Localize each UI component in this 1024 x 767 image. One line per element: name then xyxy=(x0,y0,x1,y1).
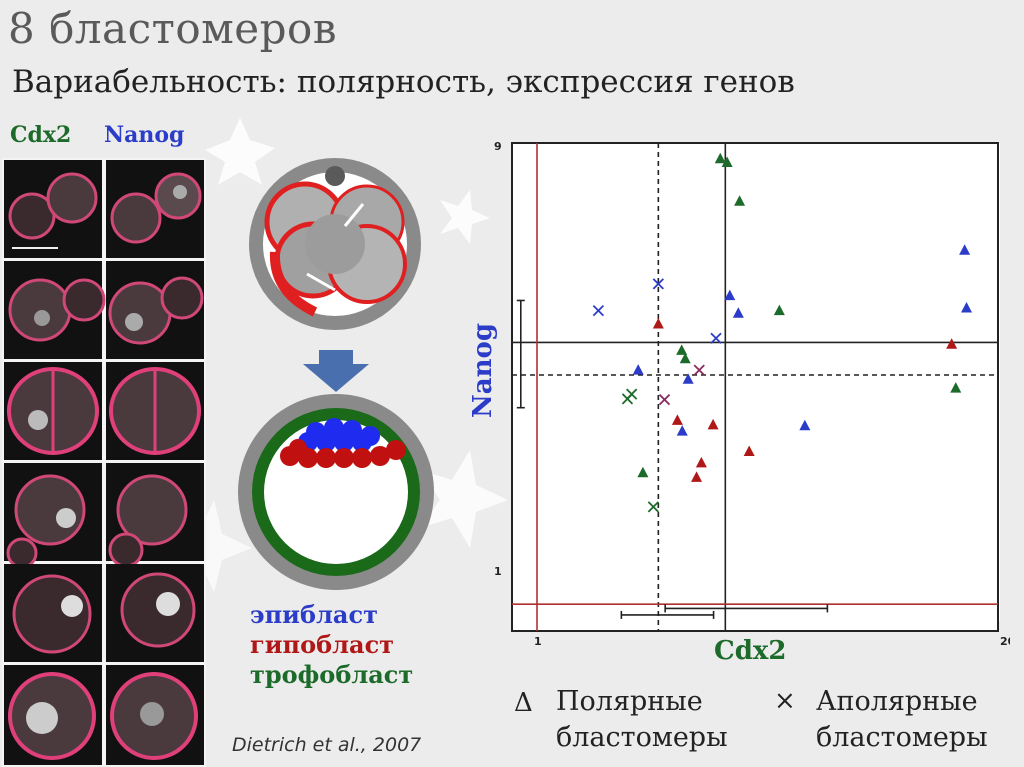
blastocyst-diagram xyxy=(238,394,434,590)
slide-title: 8 бластомеров xyxy=(8,4,337,53)
eight-cell-embryo-diagram xyxy=(249,158,421,330)
y-tick-label-9: 9 xyxy=(494,140,502,153)
triangle-point-2-3 xyxy=(734,195,746,206)
micro-row-2 xyxy=(4,261,204,359)
x-point-4-3 xyxy=(710,332,722,344)
polar-label: Полярные бластомеры xyxy=(556,684,728,756)
triangle-point-2-7 xyxy=(950,382,962,393)
polar-label-line2: бластомеры xyxy=(556,722,728,753)
triangle-point-2-2 xyxy=(721,156,733,168)
triangle-point-2-1 xyxy=(714,152,726,164)
micro-row-4 xyxy=(4,463,204,569)
legend-trophoblast: трофобласт xyxy=(250,660,414,689)
citation: Dietrich et al., 2007 xyxy=(232,734,422,756)
triangle-point-3-6 xyxy=(691,471,703,482)
y-axis-label: Nanog xyxy=(468,322,498,418)
nanog-stain-label: Nanog xyxy=(104,122,185,148)
triangle-point-1-3 xyxy=(676,425,688,436)
range-bar-2 xyxy=(664,604,829,613)
apolar-label-line1: Аполярные xyxy=(816,686,978,717)
legend-hypoblast: гипобласт xyxy=(250,630,395,659)
micro-row-5 xyxy=(4,564,204,662)
triangle-point-2-4 xyxy=(773,304,785,316)
slide-subtitle: Вариабельность: полярность, экспрессия г… xyxy=(12,64,795,100)
triangle-point-2-5 xyxy=(676,344,688,355)
x-tick-label-1: 1 xyxy=(534,635,542,648)
polar-label-line1: Полярные xyxy=(556,686,703,717)
apolar-symbol: × xyxy=(774,686,796,716)
range-bar-3 xyxy=(516,299,525,409)
x-point-5-2 xyxy=(626,388,638,400)
microscopy-image-grid xyxy=(2,158,206,767)
triangle-point-3-4 xyxy=(743,445,755,456)
cdx2-stain-label: Cdx2 xyxy=(10,122,72,148)
range-bar-1 xyxy=(620,610,715,619)
triangle-point-1-7 xyxy=(959,244,971,255)
x-axis-label: Cdx2 xyxy=(714,636,787,666)
triangle-point-1-2 xyxy=(682,373,694,384)
x-point-6-1 xyxy=(658,393,671,406)
triangle-point-1-4 xyxy=(724,289,736,301)
x-point-6-2 xyxy=(693,364,705,376)
triangle-point-3-3 xyxy=(707,418,719,430)
x-tick-label-20: 20 xyxy=(1000,635,1010,648)
triangle-point-2-8 xyxy=(637,466,649,478)
down-arrow-icon xyxy=(303,350,369,392)
triangle-point-1-5 xyxy=(732,307,744,318)
micro-row-3 xyxy=(4,362,204,460)
x-point-4-1 xyxy=(592,304,605,317)
triangle-point-1-1 xyxy=(632,364,644,375)
triangle-point-3-7 xyxy=(946,338,958,349)
plot-frame xyxy=(511,142,999,632)
micro-row-6 xyxy=(4,665,204,765)
y-tick-label-1: 1 xyxy=(494,565,502,578)
triangle-point-3-5 xyxy=(695,456,707,468)
apolar-label: Аполярные бластомеры xyxy=(816,684,988,756)
tissue-legend: эпибласт гипобласт трофобласт xyxy=(250,600,413,690)
x-point-5-3 xyxy=(647,501,659,513)
triangle-point-3-2 xyxy=(671,414,683,425)
scatter-plot: 9 1 1 20 xyxy=(494,140,1010,648)
apolar-label-line2: бластомеры xyxy=(816,722,988,753)
triangle-point-1-6 xyxy=(799,419,811,431)
polar-symbol: Δ xyxy=(514,688,533,718)
triangle-point-2-6 xyxy=(679,352,691,364)
triangle-point-3-1 xyxy=(652,317,664,329)
triangle-point-1-8 xyxy=(961,302,973,313)
x-point-4-2 xyxy=(652,278,664,290)
micro-row-1 xyxy=(4,160,204,258)
legend-epiblast: эпибласт xyxy=(250,600,378,629)
